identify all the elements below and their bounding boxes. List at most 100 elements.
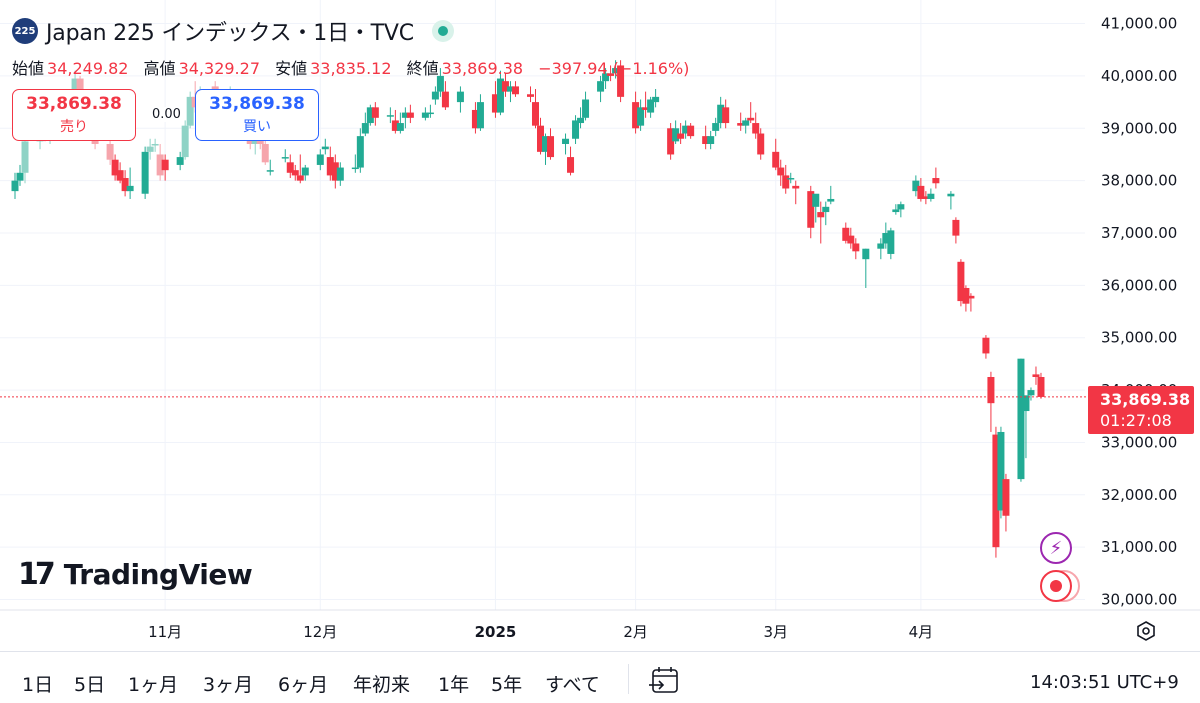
low-label: 安値 (275, 59, 308, 78)
candle (281, 149, 289, 163)
candle-body (151, 143, 159, 146)
chart-settings-icon[interactable] (1132, 617, 1160, 645)
range-1y[interactable]: 1年 (438, 674, 470, 696)
candle-body (11, 180, 19, 192)
candle (752, 112, 760, 139)
candle (301, 164, 309, 181)
candle-body (331, 162, 339, 181)
candle (471, 102, 479, 134)
last-price-value: 33,869.38 (1100, 390, 1191, 409)
candle-body (351, 167, 359, 170)
candle (436, 68, 444, 97)
tv-logo-icon: 17 (18, 557, 56, 592)
candle-body (747, 117, 755, 121)
candle (291, 164, 299, 181)
record-button[interactable] (1040, 570, 1080, 604)
candle-body (176, 157, 184, 165)
high-value: 34,329.27 (178, 59, 260, 78)
range-6m[interactable]: 6ヶ月 (278, 674, 329, 696)
price-chart[interactable]: 41,000.00 40,000.00 39,000.00 38,000.00 37,0… (0, 0, 1200, 651)
candle (882, 222, 890, 249)
tradingview-logo[interactable]: 17 TradingView (18, 557, 253, 592)
logo-text: TradingView (63, 558, 253, 591)
candle-body (877, 243, 885, 249)
candle (952, 217, 960, 244)
candle-body (607, 73, 615, 76)
candle-body (261, 143, 269, 163)
range-all[interactable]: すべて (545, 674, 600, 696)
candle (992, 426, 1000, 558)
candle-body (401, 112, 409, 118)
candle (542, 133, 550, 165)
symbol-badge[interactable]: 225 (12, 18, 38, 44)
lightning-button[interactable]: ⚡ (1040, 532, 1072, 564)
candle-body (647, 99, 655, 113)
candle-body (296, 175, 304, 181)
clock-timezone[interactable]: 14:03:51 UTC+9 (1030, 672, 1179, 693)
y-tick-label: 37,000.00 (1101, 224, 1177, 242)
candle (456, 86, 464, 113)
candle-body (266, 170, 274, 172)
candle-body (1022, 395, 1030, 412)
candle-body (862, 248, 870, 260)
x-tick-label: 3月 (763, 623, 788, 641)
candle (682, 120, 690, 139)
symbol-title[interactable]: Japan 225 インデックス・1日・TVC (46, 21, 414, 46)
candle-body (251, 138, 259, 144)
candle (186, 91, 194, 129)
candle-body (1032, 374, 1040, 377)
candle-body (366, 107, 374, 124)
y-tick-label: 40,000.00 (1101, 67, 1177, 85)
candle-body (617, 65, 625, 97)
candle-body (932, 178, 940, 184)
buy-button[interactable]: 33,869.38 買い (195, 89, 319, 141)
candle-body (572, 120, 580, 139)
candle (822, 201, 830, 226)
candle (962, 285, 970, 312)
sell-button[interactable]: 33,869.38 売り (12, 89, 136, 141)
sell-price: 33,869.38 (26, 94, 122, 114)
candle (126, 167, 134, 199)
candle-body (787, 178, 795, 180)
candle (572, 115, 580, 144)
candle-body (777, 167, 785, 176)
candle-body (71, 78, 79, 97)
candle-body (421, 112, 429, 118)
range-5d[interactable]: 5日 (74, 674, 106, 696)
candle (787, 172, 795, 184)
candle (351, 154, 359, 173)
candle-body (141, 151, 149, 194)
candle-body (1017, 358, 1025, 480)
candle (997, 426, 1005, 519)
candle-body (827, 198, 835, 202)
candle-body (987, 376, 995, 404)
candle (366, 104, 374, 126)
candle (266, 159, 274, 176)
y-tick-label: 35,000.00 (1101, 329, 1177, 347)
candle (607, 65, 615, 82)
toolbar-divider (628, 664, 629, 694)
candle-body (537, 125, 545, 152)
candle-body (476, 102, 484, 129)
candle (491, 81, 499, 118)
candle-body (992, 434, 1000, 548)
range-ytd[interactable]: 年初来 (353, 674, 411, 696)
candle-body (441, 91, 449, 108)
candle (667, 123, 675, 160)
candle (562, 133, 570, 155)
chart-header: 225 Japan 225 インデックス・1日・TVC (12, 14, 454, 48)
candle-body (186, 96, 194, 126)
range-3m[interactable]: 3ヶ月 (203, 674, 254, 696)
go-to-date-icon[interactable] (648, 666, 680, 700)
range-1d[interactable]: 1日 (22, 674, 54, 696)
candle-body (637, 107, 645, 126)
candle-body (146, 146, 154, 152)
candle (371, 102, 379, 126)
candle-body (687, 125, 695, 137)
market-open-indicator[interactable] (431, 20, 454, 42)
y-tick-label: 36,000.00 (1101, 276, 1177, 294)
candle (742, 117, 750, 134)
range-1m[interactable]: 1ヶ月 (128, 674, 179, 696)
range-5y[interactable]: 5年 (491, 674, 523, 696)
candle (537, 117, 545, 155)
